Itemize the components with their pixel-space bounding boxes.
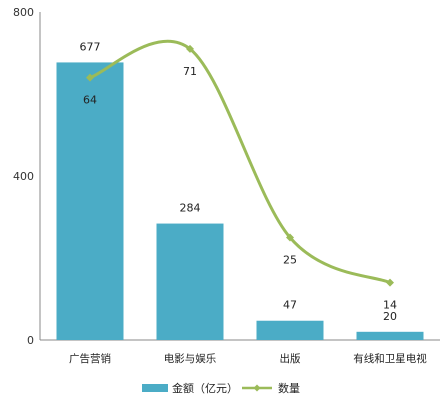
count-line-series: [86, 39, 394, 287]
y-tick-label: 0: [27, 334, 34, 347]
legend-bar-label: 金额（亿元）: [172, 381, 238, 395]
bar-value-label: 284: [180, 202, 201, 215]
category-label: 广告营销: [69, 352, 111, 365]
line-point: [86, 73, 94, 82]
category-label: 出版: [280, 352, 301, 365]
line-point: [286, 233, 294, 242]
legend: 金额（亿元） 数量: [142, 381, 300, 395]
category-labels: 广告营销 电影与娱乐 出版 有线和卫星电视: [69, 352, 427, 365]
legend-bar-swatch: [142, 384, 168, 392]
category-label: 电影与娱乐: [164, 352, 217, 365]
line-value-labels: 64 71 25 14: [83, 65, 397, 312]
bar: [56, 62, 124, 341]
line-value-label: 25: [283, 254, 297, 267]
legend-line-marker: [253, 384, 261, 392]
bar-value-label: 20: [383, 310, 397, 323]
line-value-label: 71: [183, 65, 197, 78]
legend-line-label: 数量: [278, 382, 300, 395]
line-value-label: 64: [83, 94, 97, 107]
bar-value-label: 47: [283, 299, 297, 312]
y-tick-label: 800: [13, 6, 34, 19]
y-tick-label: 400: [13, 170, 34, 183]
category-label: 有线和卫星电视: [353, 352, 427, 365]
bar: [156, 223, 224, 340]
bar-value-label: 677: [80, 40, 101, 53]
bar: [356, 331, 424, 340]
bar: [256, 320, 324, 340]
line-point: [386, 278, 394, 287]
bar-value-labels: 677 284 47 20: [80, 40, 398, 322]
line-point: [186, 44, 194, 53]
count-line: [89, 39, 391, 284]
line-value-label: 14: [383, 299, 397, 312]
bars: [56, 62, 424, 341]
